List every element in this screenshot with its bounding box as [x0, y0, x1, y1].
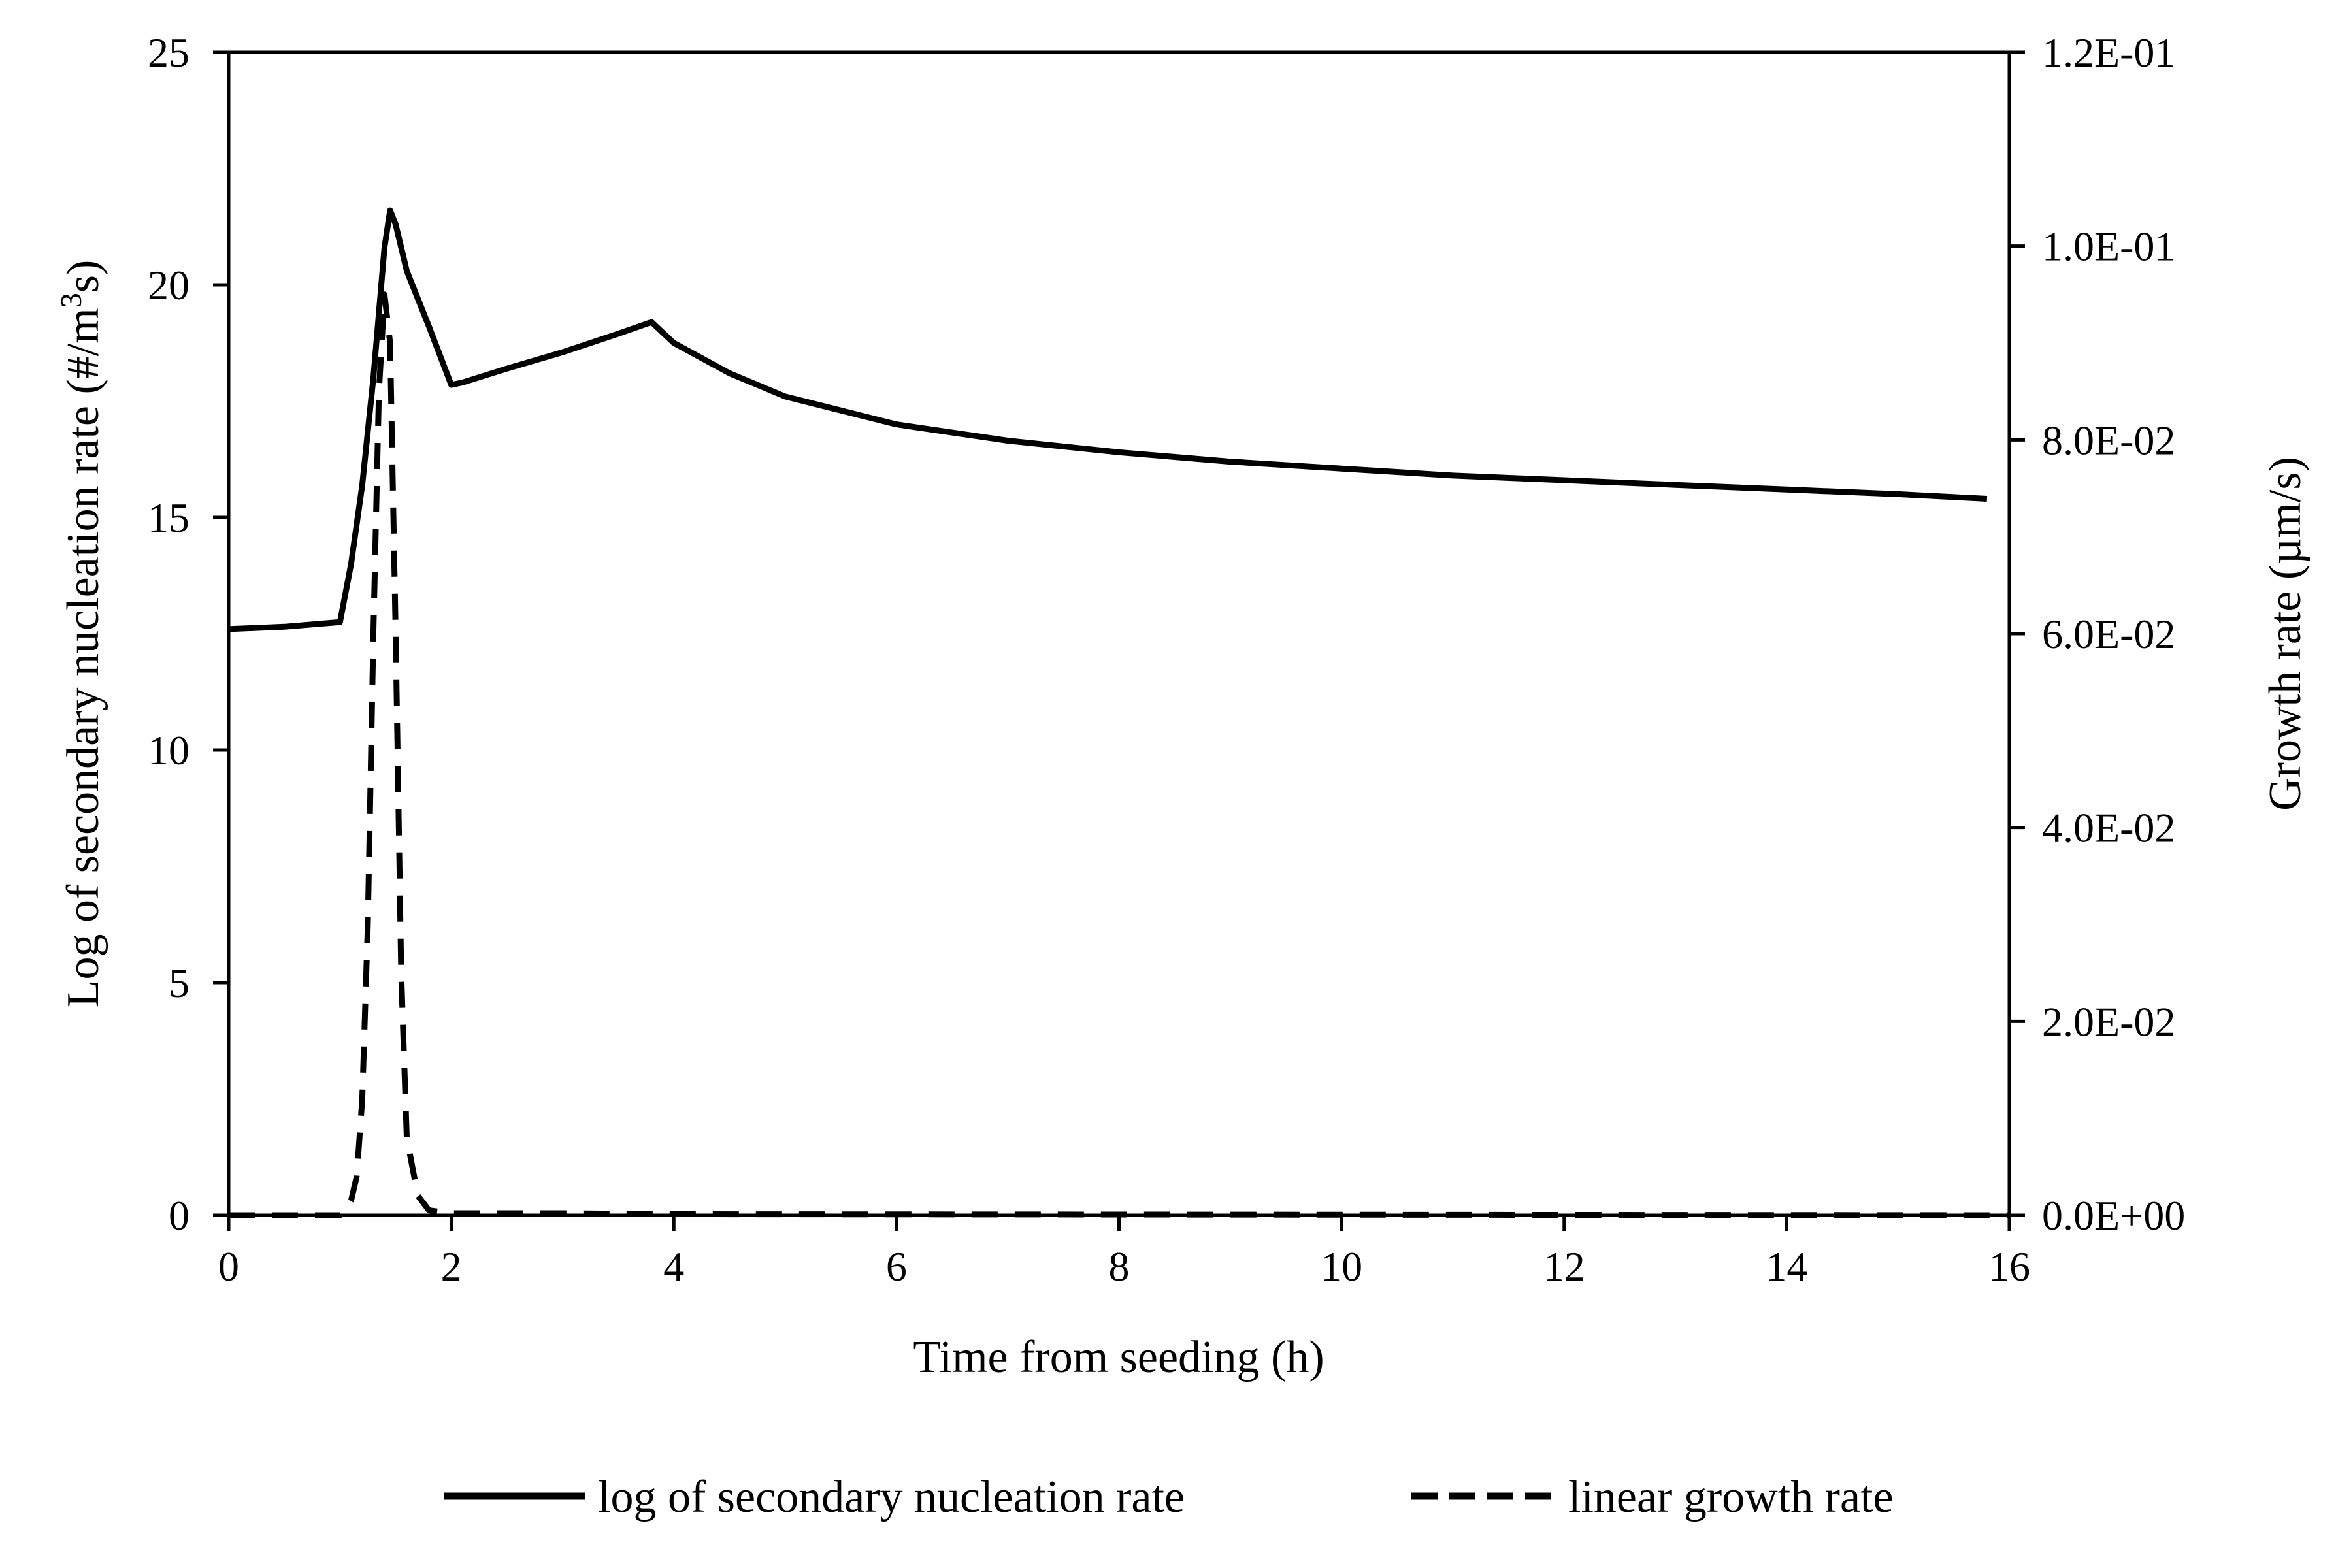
x-tick-label: 4: [663, 1243, 684, 1290]
left-y-axis-ticks: 0 5 10 15 20 25: [148, 29, 229, 1239]
left-y-tick-label: 15: [148, 495, 189, 541]
x-tick-label: 14: [1766, 1243, 1807, 1290]
x-tick-label: 16: [1988, 1243, 2030, 1290]
right-y-tick-label: 2.0E-02: [2042, 998, 2175, 1045]
x-tick-label: 2: [441, 1243, 462, 1290]
x-axis-title: Time from seeding (h): [913, 1332, 1324, 1382]
x-tick-label: 8: [1109, 1243, 1130, 1290]
x-tick-label: 6: [886, 1243, 907, 1290]
legend-label-growth: linear growth rate: [1568, 1472, 1894, 1522]
left-y-tick-label: 5: [169, 960, 189, 1006]
left-y-tick-label: 0: [169, 1192, 189, 1239]
right-y-axis-ticks: 0.0E+00 2.0E-02 4.0E-02 6.0E-02 8.0E-02 1.0E-…: [2009, 29, 2185, 1239]
left-y-axis-title-end: s): [58, 260, 108, 293]
x-tick-label: 10: [1321, 1243, 1362, 1290]
series-line-growth-rate: [229, 291, 2010, 1218]
left-y-tick-label: 25: [148, 29, 189, 76]
x-axis-ticks: 0 2 4 6 8 10 12 14 16: [218, 1215, 2030, 1290]
x-tick-label: 0: [218, 1243, 239, 1290]
left-y-axis-title-main: Log of secondary nucleation rate (#/m: [58, 308, 108, 1007]
right-y-tick-label: 4.0E-02: [2042, 805, 2175, 851]
right-y-tick-label: 0.0E+00: [2042, 1192, 2185, 1239]
right-y-tick-label: 8.0E-02: [2042, 417, 2175, 463]
left-y-tick-label: 10: [148, 727, 189, 774]
right-y-tick-label: 1.2E-01: [2042, 29, 2175, 76]
x-tick-label: 12: [1543, 1243, 1585, 1290]
series-line-nucleation-rate: [228, 207, 1988, 632]
series-group: [228, 207, 2010, 1218]
left-y-axis-title: Log of secondary nucleation rate (#/m3s): [54, 260, 108, 1008]
right-y-tick-label: 6.0E-02: [2042, 611, 2175, 657]
left-y-axis-title-superscript: 3: [54, 293, 88, 308]
right-y-tick-label: 1.0E-01: [2042, 223, 2175, 270]
right-y-axis-title: Growth rate (µm/s): [2260, 457, 2311, 811]
left-y-tick-label: 20: [148, 262, 189, 308]
legend: log of secondary nucleation rate linear …: [444, 1472, 1894, 1522]
plot-area: [227, 50, 2011, 1217]
legend-label-nucleation: log of secondary nucleation rate: [598, 1472, 1185, 1522]
